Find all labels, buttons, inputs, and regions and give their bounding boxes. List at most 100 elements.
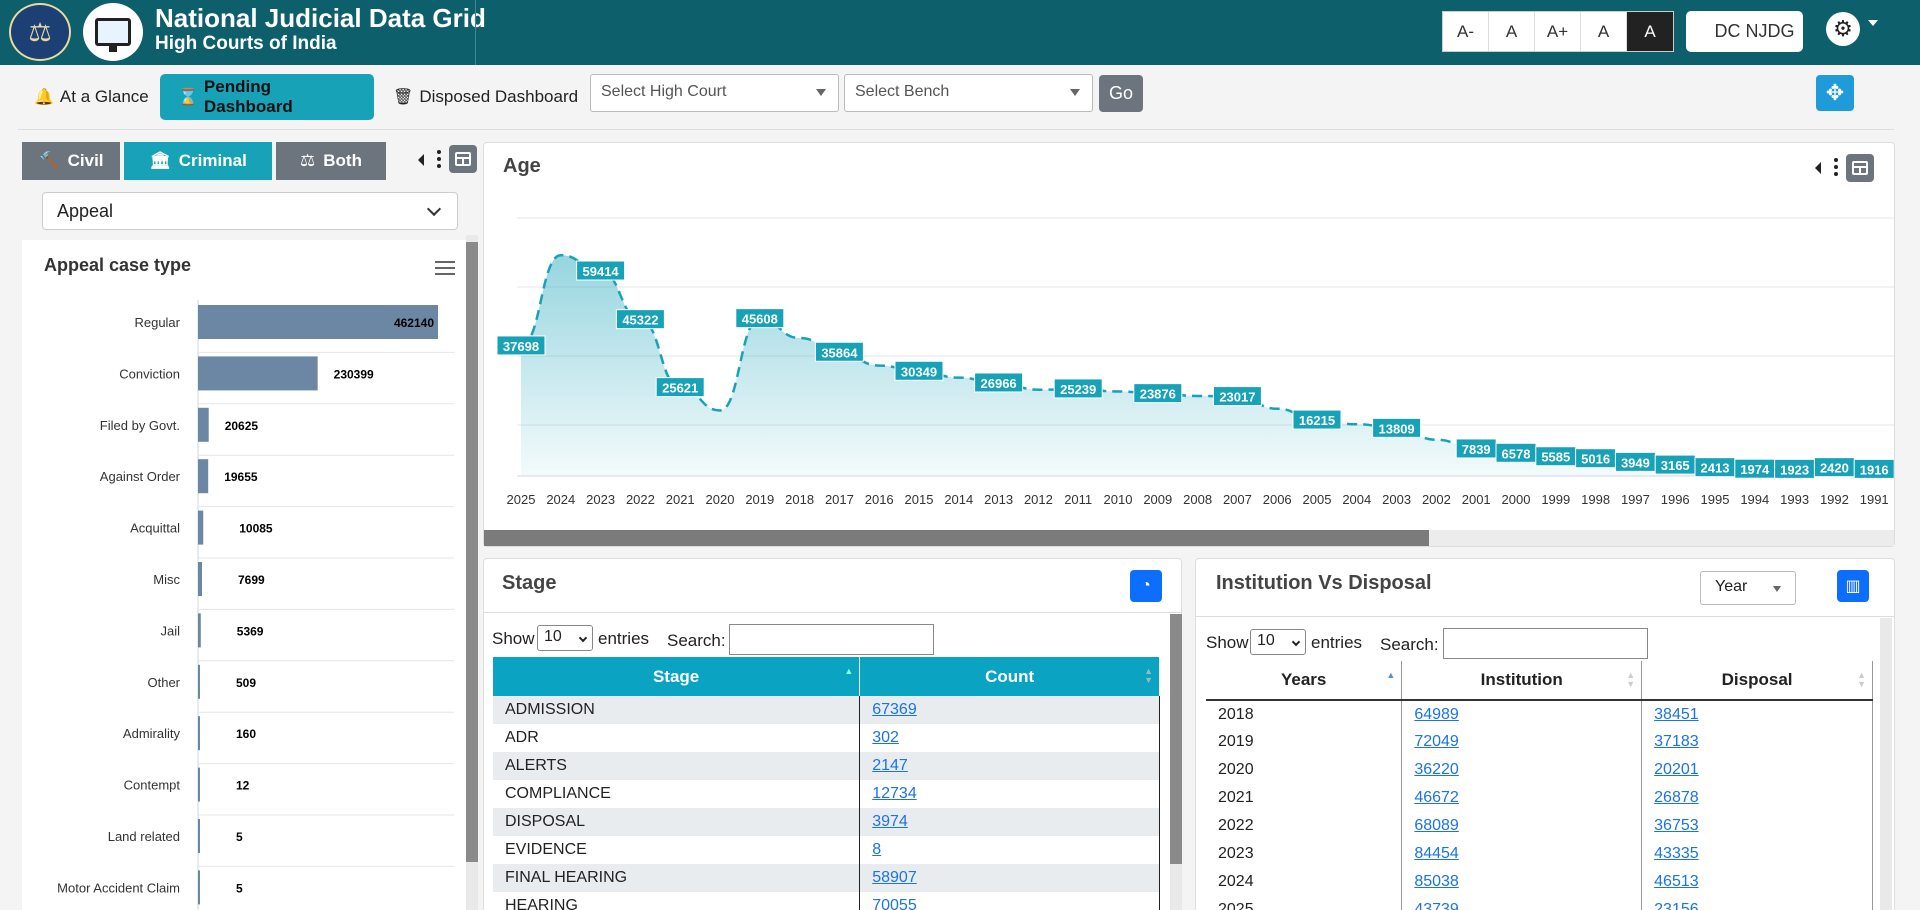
chevron-down-icon (426, 201, 442, 217)
dark-theme-button[interactable]: A (1627, 12, 1673, 51)
disposal-count-link[interactable]: 43335 (1654, 845, 1699, 862)
bar-chart-icon[interactable]: ▥ (1837, 570, 1869, 602)
chevron-down-icon[interactable] (1868, 20, 1878, 26)
year-cell: 2021 (1206, 784, 1403, 812)
kebab-menu-icon[interactable] (1834, 158, 1838, 179)
bar (198, 459, 209, 494)
institution-count-link[interactable]: 43739 (1414, 901, 1459, 910)
case-type-select[interactable]: Appeal (42, 192, 458, 230)
tab-civil[interactable]: 🔨 Civil (22, 142, 120, 180)
stage-name-cell: HEARING (493, 892, 861, 910)
bar-value-label: 5369 (237, 624, 264, 638)
gear-icon[interactable]: ⚙ (1826, 12, 1860, 46)
age-data-label-text: 2420 (1820, 461, 1849, 476)
institution-count-link[interactable]: 85038 (1414, 873, 1459, 890)
stage-count-link[interactable]: 70055 (872, 897, 917, 910)
age-data-label: 45322 (615, 309, 665, 330)
disposal-count-link[interactable]: 23156 (1654, 901, 1699, 910)
tab-criminal[interactable]: 🏛 Criminal (124, 142, 272, 180)
disposal-count-link[interactable]: 20201 (1654, 761, 1699, 778)
font-decrease-button[interactable]: A- (1443, 12, 1489, 51)
stage-entries-select[interactable]: 10 (537, 625, 593, 651)
table-row: EVIDENCE 8 (493, 836, 1160, 864)
high-court-select[interactable]: Select High Court (590, 74, 839, 112)
stage-count-link[interactable]: 8 (872, 841, 882, 858)
institution-entries-select[interactable]: 10 (1250, 629, 1306, 655)
age-x-tick-label: 2023 (586, 492, 615, 507)
count-column-header[interactable]: Count ▲ ▼ (859, 657, 1160, 696)
institution-cell: 68089 (1401, 812, 1643, 840)
age-x-tick-label: 1996 (1661, 492, 1690, 507)
appeal-case-type-panel (22, 240, 466, 910)
stage-count-link[interactable]: 67369 (872, 701, 917, 718)
bar-category-label: Admirality (123, 726, 181, 741)
age-x-tick-label: 2025 (507, 492, 536, 507)
table-view-icon[interactable] (449, 145, 477, 173)
caret-left-icon[interactable] (1815, 162, 1821, 174)
pending-dashboard-button[interactable]: ⌛ Pending Dashboard (160, 74, 374, 120)
stage-scrollbar-track[interactable] (1170, 614, 1182, 910)
age-chart-horizontal-scrollbar[interactable] (484, 530, 1894, 546)
stage-count-cell: 302 (859, 724, 1160, 752)
institution-search-input[interactable] (1443, 628, 1648, 659)
age-data-label-box (1372, 417, 1422, 438)
stage-count-link[interactable]: 3974 (872, 813, 908, 830)
caret-left-icon[interactable] (418, 154, 424, 166)
bench-select[interactable]: Select Bench (844, 74, 1093, 112)
age-chart-scroll-thumb[interactable] (484, 530, 1429, 546)
stage-column-header[interactable]: Stage ▲ (493, 657, 861, 696)
institution-count-link[interactable]: 36220 (1414, 761, 1459, 778)
pie-chart-icon[interactable]: ◔ (1130, 570, 1162, 602)
table-view-icon[interactable] (1846, 154, 1874, 182)
at-a-glance-button[interactable]: 🔔 At a Glance (34, 74, 149, 120)
disposal-count-link[interactable]: 26878 (1654, 789, 1699, 806)
stage-count-link[interactable]: 2147 (872, 757, 908, 774)
gavel-icon: 🔨 (38, 151, 60, 170)
chart-menu-icon[interactable] (435, 261, 455, 279)
institution-scrollbar-track[interactable] (1880, 618, 1892, 910)
age-data-label-box (615, 309, 665, 330)
stage-count-link[interactable]: 12734 (872, 785, 917, 802)
age-x-tick-label: 1995 (1701, 492, 1730, 507)
institution-count-link[interactable]: 64989 (1414, 705, 1459, 723)
left-scrollbar-thumb[interactable] (466, 242, 478, 862)
years-column-header[interactable]: Years ▲ (1206, 661, 1403, 701)
font-reset-button[interactable]: A (1489, 12, 1535, 51)
institution-count-link[interactable]: 68089 (1414, 817, 1459, 834)
disposal-count-link[interactable]: 46513 (1654, 873, 1699, 890)
disposal-count-link[interactable]: 37183 (1654, 733, 1699, 750)
stage-scrollbar-thumb[interactable] (1170, 614, 1182, 864)
tab-both[interactable]: ⚖ Both (276, 142, 386, 180)
caret-down-icon (1773, 586, 1781, 592)
age-data-label-text: 5016 (1581, 452, 1610, 467)
institution-column-header[interactable]: Institution ▲ ▼ (1401, 661, 1643, 701)
age-data-label-text: 13809 (1379, 421, 1415, 436)
disposal-count-link[interactable]: 38451 (1654, 705, 1699, 723)
go-button[interactable]: Go (1099, 75, 1143, 112)
kebab-menu-icon[interactable] (437, 150, 441, 171)
age-data-label: 1974 (1734, 458, 1776, 479)
light-theme-button[interactable]: A (1581, 12, 1627, 51)
institution-count-link[interactable]: 84454 (1414, 845, 1459, 862)
disposal-column-header[interactable]: Disposal ▲ ▼ (1641, 661, 1873, 701)
institution-count-link[interactable]: 46672 (1414, 789, 1459, 806)
disposal-count-link[interactable]: 36753 (1654, 817, 1699, 834)
period-select[interactable]: Year (1700, 571, 1796, 605)
table-row: 2024 85038 46513 (1206, 868, 1873, 896)
institution-count-link[interactable]: 72049 (1414, 733, 1459, 750)
table-row: 2018 64989 38451 (1206, 700, 1873, 728)
stage-count-link[interactable]: 302 (872, 729, 899, 746)
age-x-tick-label: 2021 (666, 492, 695, 507)
stage-count-link[interactable]: 58907 (872, 869, 917, 886)
table-row: 2022 68089 36753 (1206, 812, 1873, 840)
move-icon[interactable]: ✥ (1816, 75, 1854, 111)
age-data-label: 26966 (974, 372, 1024, 393)
bar (198, 767, 200, 802)
age-data-label-text: 7839 (1462, 442, 1491, 457)
stage-search-input[interactable] (729, 624, 934, 655)
disposed-dashboard-button[interactable]: 🗑 Disposed Dashboard (393, 74, 578, 120)
dc-njdg-button[interactable]: DC NJDG (1686, 11, 1803, 52)
font-increase-button[interactable]: A+ (1535, 12, 1581, 51)
age-x-tick-label: 2014 (944, 492, 973, 507)
age-x-tick-label: 2006 (1263, 492, 1292, 507)
